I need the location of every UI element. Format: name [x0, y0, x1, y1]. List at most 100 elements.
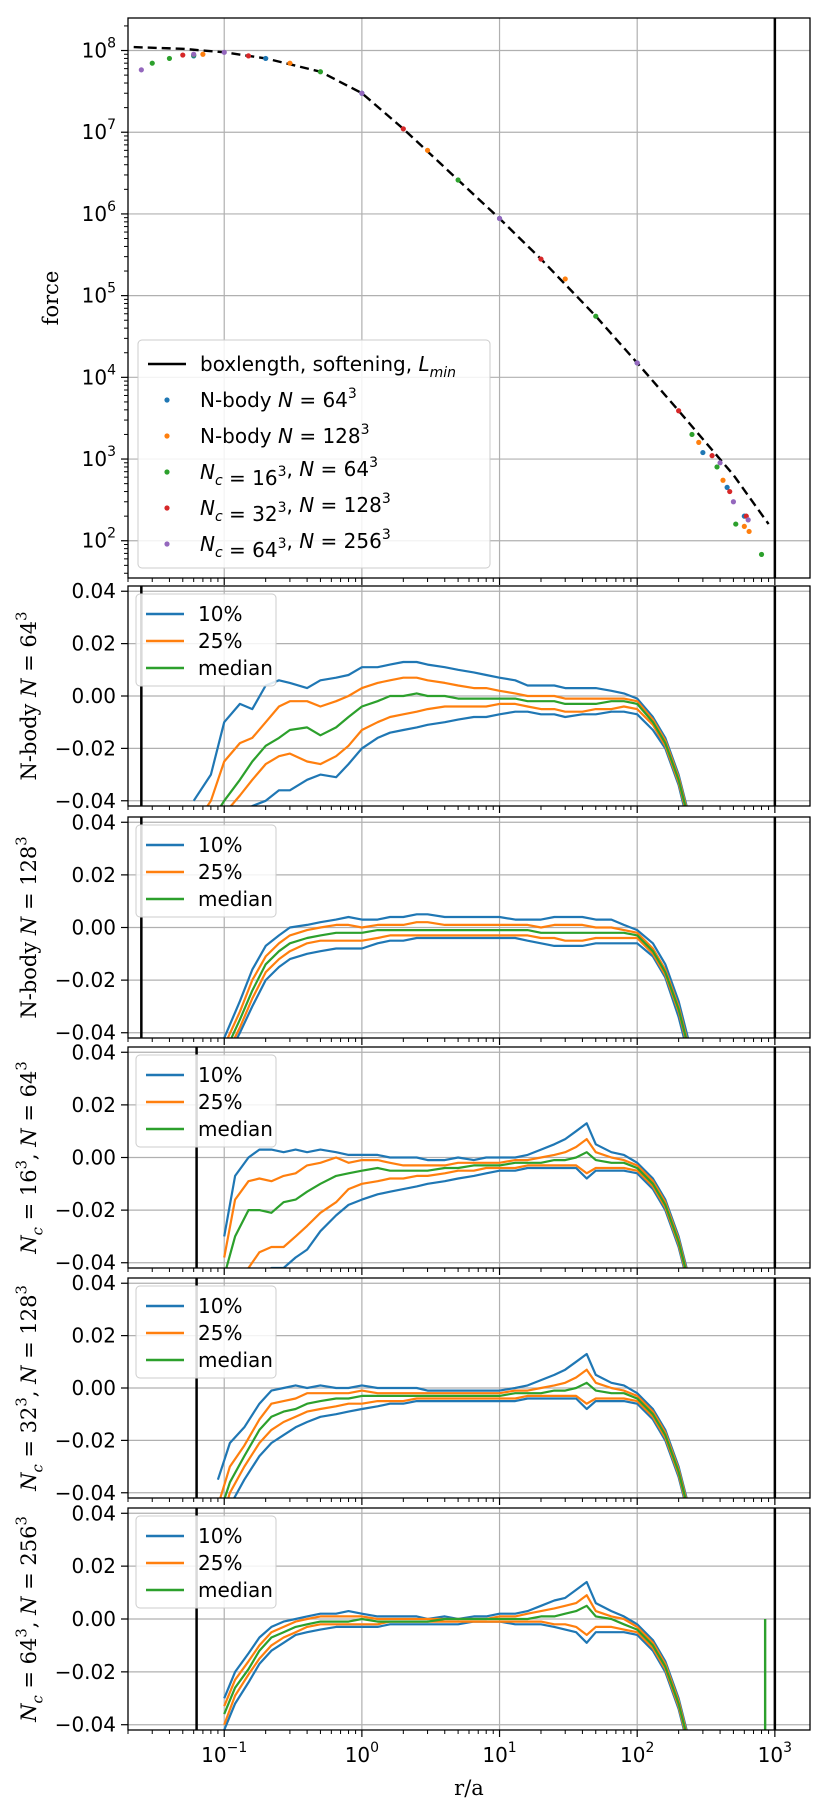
y-tick-label: 102	[82, 526, 116, 553]
scatter-point	[634, 360, 640, 366]
y-tick-label: 0.00	[71, 1607, 116, 1631]
scatter-point	[538, 256, 544, 262]
series-line-10pct	[192, 660, 688, 806]
x-tick-label: 102	[620, 1740, 654, 1767]
scatter-point	[741, 523, 747, 529]
legend-label: 10%	[198, 1063, 242, 1087]
y-tick-label: 0.02	[71, 632, 116, 656]
series-line-25pct-lower	[223, 1620, 686, 1730]
scatter-point	[400, 126, 406, 132]
y-tick-label: −0.02	[55, 1660, 116, 1684]
scatter-point	[727, 488, 733, 495]
series-line-25pct-lower	[227, 1394, 686, 1498]
axes-frame-residual-3	[127, 1046, 811, 1269]
y-axis-label-force: force	[39, 271, 63, 326]
scatter-point	[745, 517, 751, 523]
y-axis-label-residual-5: Nc = 643, N = 2563	[14, 1516, 47, 1723]
y-grid-residual-3: 0.04 0.02 0.00 −0.02 −0.04	[55, 1040, 810, 1275]
series-line-25pct-lower	[233, 934, 687, 1038]
scatter-point	[593, 313, 599, 319]
legend-label: 10%	[198, 1524, 242, 1548]
scatter-point	[717, 460, 723, 466]
scatter-point	[424, 147, 431, 153]
legend-label: 25%	[198, 1321, 242, 1345]
legend-label: N-body N = 643	[200, 386, 357, 412]
y-tick-label: 0.00	[71, 1376, 116, 1400]
legend-dot-swatch	[164, 397, 170, 403]
scatter-point	[245, 53, 252, 59]
legend-label: 25%	[198, 1090, 242, 1114]
scatter-point	[149, 60, 155, 66]
scatter-series-4	[138, 49, 751, 523]
y-tick-label: 0.00	[71, 684, 116, 708]
legend-residual-5: 10% 25% median	[135, 1515, 277, 1609]
y-axis-label-residual-1: N-body N = 643	[14, 612, 41, 781]
series-line-10pct	[223, 1580, 688, 1730]
legend-residual-3: 10% 25% median	[135, 1054, 277, 1148]
y-tick-label: −0.02	[55, 1428, 116, 1452]
y-tick-label: 0.00	[71, 916, 116, 940]
scatter-point	[696, 439, 702, 445]
scatter-point	[562, 276, 568, 282]
scatter-point	[317, 69, 324, 75]
axes-frame-residual-4	[127, 1277, 811, 1499]
y-tick-label: −0.02	[55, 736, 116, 760]
scatter-point	[221, 49, 227, 55]
scatter-point	[758, 551, 765, 558]
legend-label: 10%	[198, 602, 242, 626]
axes-frame-residual-1	[127, 585, 811, 807]
scatter-point	[689, 431, 695, 438]
y-tick-label: 0.04	[71, 810, 116, 834]
legend-label: median	[198, 1117, 273, 1141]
scatter-point	[166, 55, 173, 62]
scatter-point	[496, 215, 503, 222]
y-tick-label: 0.02	[71, 863, 116, 887]
x-tick-label: 10−1	[201, 1740, 247, 1767]
legend-box	[135, 824, 277, 918]
axes-frame-force	[127, 17, 811, 579]
legend-label: 25%	[198, 1551, 242, 1575]
y-tick-label: 108	[82, 36, 116, 63]
scatter-point	[730, 499, 737, 505]
y-axis-label-residual-3: Nc = 163, N = 643	[14, 1061, 47, 1254]
y-tick-label: 0.02	[71, 1554, 116, 1578]
series-line-25pct-lower	[229, 702, 686, 806]
scatter-point	[676, 408, 682, 414]
series-line-10pct-lower	[223, 1620, 686, 1730]
y-tick-label: −0.02	[55, 1198, 116, 1222]
scatter-series-3	[180, 52, 749, 519]
y-tick-label: 106	[82, 199, 116, 226]
legend-box	[135, 1285, 277, 1379]
y-axis-label-residual-2: N-body N = 1283	[14, 836, 41, 1018]
scatter-point	[733, 521, 739, 527]
series-line-median	[219, 692, 687, 806]
series-line-median	[230, 929, 688, 1038]
series-line-median	[223, 1381, 687, 1498]
legend-force: boxlength, softening, Lmin N-body N = 643…	[137, 339, 491, 569]
legend-label: 10%	[198, 1294, 242, 1318]
y-tick-label: 105	[82, 281, 116, 308]
y-axis-label-residual-4: Nc = 323, N = 1283	[14, 1285, 47, 1492]
series-line-10pct-lower	[269, 1166, 686, 1268]
legend-box	[137, 339, 491, 569]
legend-label: Nc = 163, N = 643	[200, 455, 378, 490]
y-grid-residual-1: 0.04 0.02 0.00 −0.02 −0.04	[55, 579, 810, 813]
scatter-point	[700, 449, 706, 456]
series-line-25pct	[223, 1138, 688, 1268]
scatter-point	[709, 453, 715, 459]
series-line-10pct	[216, 1352, 688, 1498]
legend-box	[135, 1054, 277, 1148]
y-tick-label: 0.00	[71, 1146, 116, 1170]
scatter-point	[720, 477, 726, 483]
series-line-25pct	[219, 1368, 688, 1498]
legend-box	[135, 1515, 277, 1609]
legend-dot-swatch	[164, 541, 170, 547]
x-tick-label: 100	[345, 1740, 379, 1767]
y-tick-label: 103	[82, 444, 116, 471]
axes-frame-residual-2	[127, 816, 811, 1039]
series-line-10pct	[223, 1122, 688, 1268]
y-tick-label: −0.04	[55, 1481, 116, 1505]
y-tick-label: 104	[82, 362, 116, 389]
y-tick-label: 0.04	[71, 1271, 116, 1295]
